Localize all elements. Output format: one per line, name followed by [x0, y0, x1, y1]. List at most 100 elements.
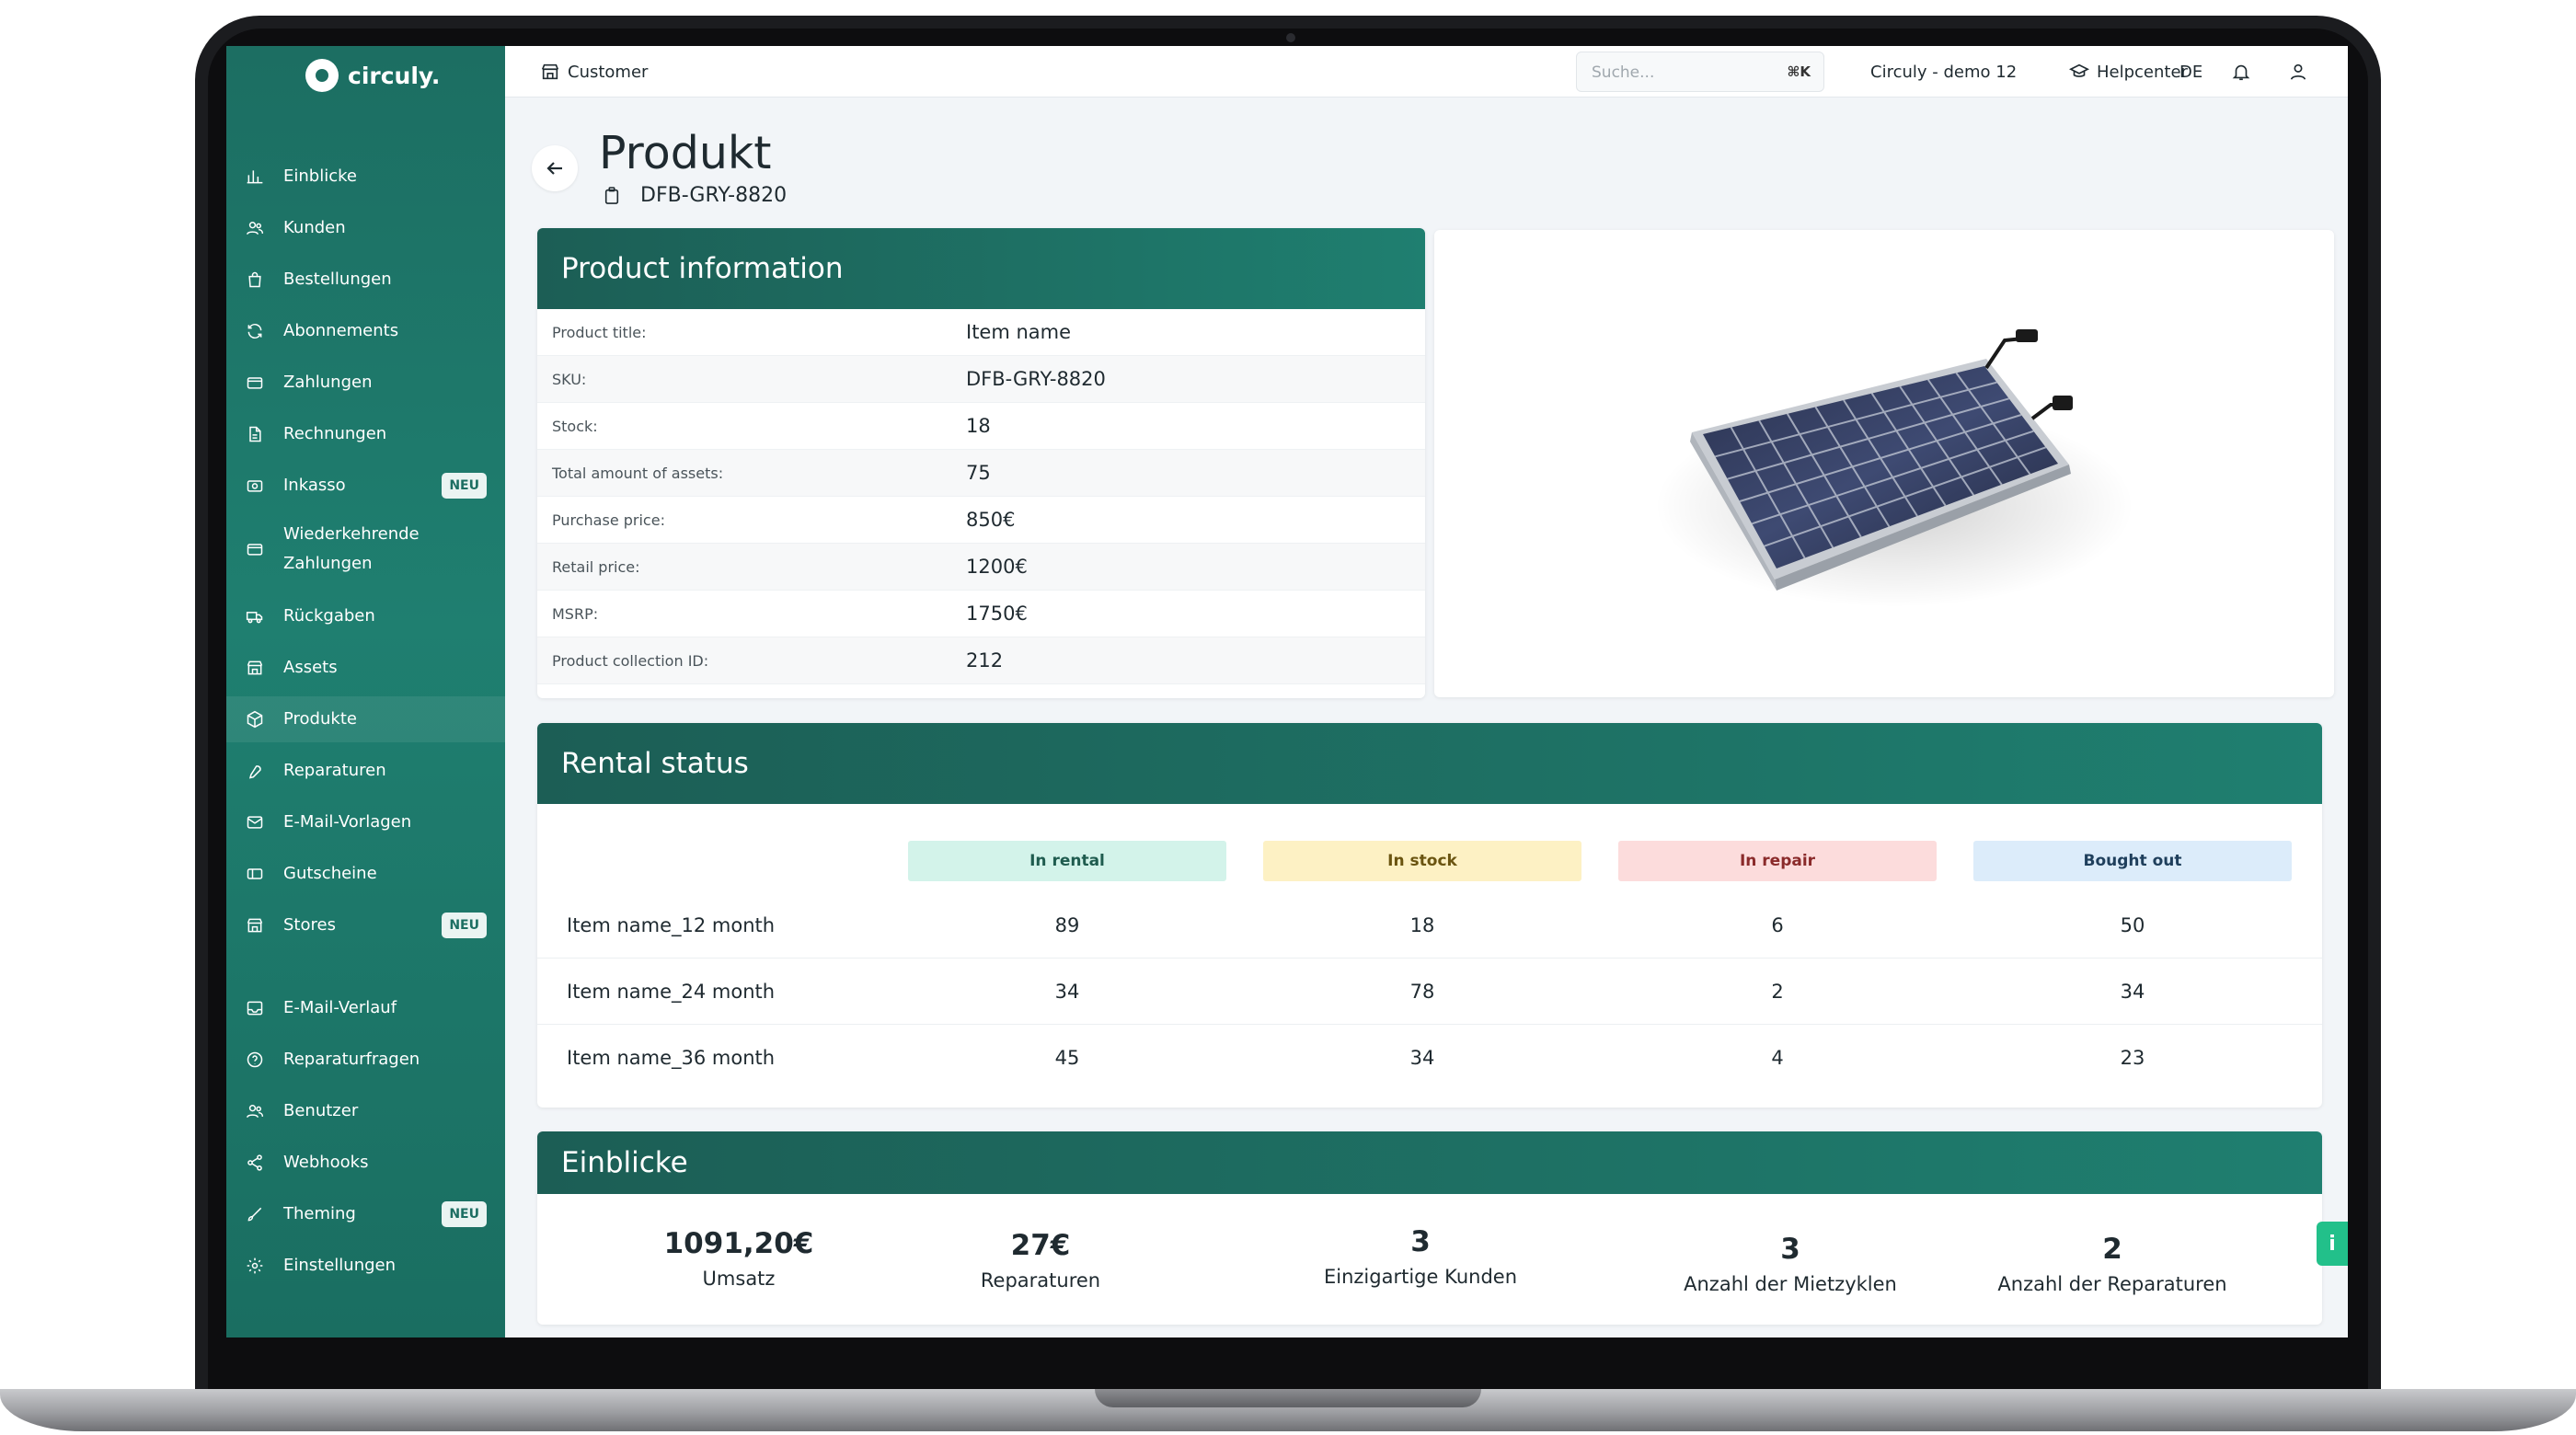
panel-cell-line	[1715, 381, 1997, 458]
sidebar-item-label: Reparaturfragen	[283, 1050, 420, 1069]
graduation-cap-icon	[2069, 63, 2089, 77]
sidebar-item-label: E-Mail-Vorlagen	[283, 812, 412, 832]
profile-button[interactable]	[2288, 46, 2308, 98]
logo[interactable]: circuly.	[305, 55, 440, 96]
rental-cell-value: 6	[1771, 913, 1784, 936]
sidebar-item-label: Rechnungen	[283, 424, 387, 443]
sidebar-item-einstellungen[interactable]: Einstellungen	[226, 1243, 505, 1289]
info-tab-button[interactable]: i	[2317, 1222, 2348, 1266]
refresh-icon	[245, 321, 265, 341]
sidebar-item-label-line2: Zahlungen	[283, 554, 373, 573]
sidebar-item-rechnungen[interactable]: Rechnungen	[226, 411, 505, 457]
sidebar-item-wiederkehrende[interactable]: Wiederkehrende Zahlungen	[226, 512, 505, 586]
info-label: SKU:	[552, 370, 587, 388]
sidebar-item-assets[interactable]: Assets	[226, 645, 505, 691]
info-icon: i	[2329, 1232, 2336, 1256]
product-info-row: Stock: 18	[537, 403, 1425, 450]
question-icon	[245, 1050, 265, 1070]
kpi-tile: 2 Anzahl der Reparaturen	[1947, 1233, 2278, 1295]
kpi-value: 3	[1780, 1233, 1800, 1266]
status-column-header: In stock	[1263, 841, 1581, 881]
sidebar-item-kunden[interactable]: Kunden	[226, 205, 505, 251]
sidebar-item-stores[interactable]: Stores NEU	[226, 902, 505, 948]
language-label: DE	[2179, 62, 2203, 82]
logo-text: circuly.	[348, 62, 441, 89]
back-button[interactable]	[532, 145, 578, 191]
sidebar-item-reparaturfragen[interactable]: Reparaturfragen	[226, 1037, 505, 1083]
rental-status-card: Rental status In rental In stock In repair…	[537, 723, 2322, 1108]
camera-dot	[1286, 33, 1295, 42]
sidebar-item-e-mail-vorlagen[interactable]: E-Mail-Vorlagen	[226, 799, 505, 845]
helpcenter-label: Helpcenter	[2097, 62, 2188, 82]
rental-cell-value: 50	[2120, 913, 2145, 936]
sidebar-item-theming[interactable]: Theming NEU	[226, 1191, 505, 1237]
inbox-icon	[245, 998, 265, 1018]
clipboard-icon[interactable]	[604, 186, 620, 205]
gear-icon	[245, 1256, 265, 1276]
account-switch[interactable]: Circuly - demo 12	[1870, 46, 2017, 98]
language-switch[interactable]: DE	[2179, 46, 2202, 98]
search-box[interactable]: ⌘K	[1576, 52, 1824, 92]
search-input[interactable]	[1592, 62, 1776, 84]
sidebar-item-label: Einstellungen	[283, 1256, 397, 1275]
info-label: Stock:	[552, 417, 598, 435]
sidebar-item-produkte[interactable]: Produkte	[226, 696, 505, 742]
arrow-left-icon	[546, 162, 562, 175]
logo-mark-icon	[305, 59, 339, 92]
rental-cell-value: 78	[1409, 980, 1435, 1003]
info-label: Total amount of assets:	[552, 464, 724, 482]
sidebar-item-reparaturen[interactable]: Reparaturen	[226, 748, 505, 794]
new-badge: NEU	[442, 1201, 487, 1227]
notifications-button[interactable]	[2231, 46, 2251, 98]
kpi-value: 1091,20€	[663, 1227, 814, 1260]
info-label: Product title:	[552, 323, 647, 341]
rental-status-header: Rental status	[537, 723, 2322, 804]
sidebar-item-einblicke[interactable]: Einblicke	[226, 154, 505, 200]
panel-grid	[1715, 372, 2046, 559]
document-icon	[245, 424, 265, 444]
sidebar-item-webhooks[interactable]: Webhooks	[226, 1140, 505, 1186]
info-value: 1750€	[966, 603, 1028, 625]
sidebar-item-label: Bestellungen	[283, 270, 392, 289]
sidebar-item-label: Benutzer	[283, 1101, 359, 1120]
sidebar-item-label: Rückgaben	[283, 606, 375, 626]
sidebar-item-zahlungen[interactable]: Zahlungen	[226, 360, 505, 406]
sidebar: circuly. Einblicke Kunden Bestellungen Abon…	[226, 46, 505, 1337]
sidebar-item-benutzer[interactable]: Benutzer	[226, 1088, 505, 1134]
sidebar-item-label: E-Mail-Verlauf	[283, 998, 397, 1017]
status-column-header: In repair	[1618, 841, 1937, 881]
product-info-row: Purchase price: 850€	[537, 497, 1425, 544]
rental-cell-value: 23	[2120, 1047, 2145, 1069]
card-icon	[245, 373, 265, 393]
info-value: 18	[966, 415, 991, 437]
kpi-label: Umsatz	[702, 1268, 776, 1290]
status-column-header: In rental	[908, 841, 1226, 881]
kpi-label: Reparaturen	[980, 1269, 1101, 1292]
search-shortcut: ⌘K	[1787, 63, 1811, 80]
helpcenter-link[interactable]: Helpcenter	[2069, 46, 2188, 98]
rental-cell-value: 89	[1054, 913, 1080, 936]
customer-switch[interactable]: Customer	[540, 46, 648, 98]
sidebar-item-gutscheine[interactable]: Gutscheine	[226, 851, 505, 897]
brush-icon	[245, 1204, 265, 1224]
rental-cell-value: 34	[1409, 1047, 1435, 1069]
sidebar-item-e-mail-verlauf[interactable]: E-Mail-Verlauf	[226, 985, 505, 1031]
sidebar-item-inkasso[interactable]: Inkasso NEU	[226, 463, 505, 509]
info-label: Product collection ID:	[552, 651, 709, 670]
product-info-row: MSRP: 1750€	[537, 591, 1425, 637]
sidebar-item-rückgaben[interactable]: Rückgaben	[226, 593, 505, 639]
bell-icon	[2232, 64, 2250, 81]
rental-status-row: Item name_36 month 45 34 4 23	[537, 1025, 2322, 1091]
app-screen: circuly. Einblicke Kunden Bestellungen Abon…	[226, 46, 2348, 1337]
rental-status-row: Item name_24 month 34 78 2 34	[537, 959, 2322, 1025]
customer-label: Customer	[568, 62, 649, 82]
kpi-value: 27€	[1010, 1229, 1071, 1262]
sidebar-item-bestellungen[interactable]: Bestellungen	[226, 257, 505, 303]
product-info-row: Product title: Item name	[537, 309, 1425, 356]
info-value: 75	[966, 462, 991, 484]
info-value: Item name	[966, 321, 1072, 343]
insights-header: Einblicke	[537, 1131, 2322, 1194]
panel-cell-line	[1739, 414, 2022, 502]
sidebar-item-abonnements[interactable]: Abonnements	[226, 308, 505, 354]
sidebar-item-label: Kunden	[283, 218, 346, 237]
